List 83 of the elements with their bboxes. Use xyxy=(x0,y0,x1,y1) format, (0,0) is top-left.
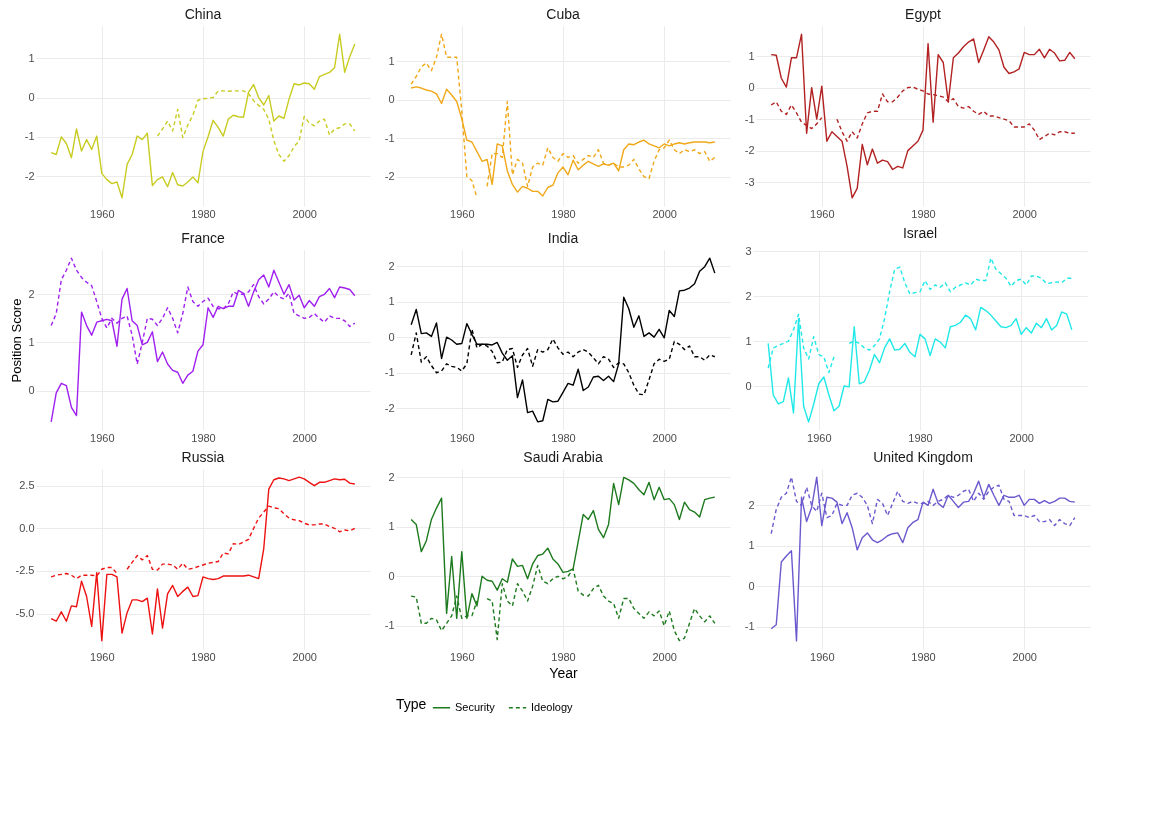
x-tick-label: 1960 xyxy=(810,207,835,220)
y-tick-label: 1 xyxy=(388,295,395,308)
y-tick-label: 2 xyxy=(28,287,35,300)
x-tick-label: 1980 xyxy=(911,650,936,663)
x-tick-label: 1960 xyxy=(90,207,115,220)
y-tick-label: -2 xyxy=(24,169,35,182)
y-tick-label: 1 xyxy=(28,335,35,348)
y-tick-label: -2 xyxy=(744,144,755,157)
y-tick-label: 2 xyxy=(388,259,395,272)
y-tick-label: -1 xyxy=(384,366,395,379)
chart-title: Russia xyxy=(181,449,225,465)
y-tick-label: -3 xyxy=(744,175,755,188)
y-tick-label: 0 xyxy=(388,93,395,106)
chart-title: India xyxy=(547,230,579,246)
y-tick-label: -1 xyxy=(384,131,395,144)
y-tick-label: 2 xyxy=(388,470,395,483)
chart-title: United Kingdom xyxy=(873,449,973,465)
x-tick-label: 2000 xyxy=(292,650,317,663)
y-axis-title: Position Score xyxy=(9,298,25,383)
chart-title: France xyxy=(181,230,225,246)
x-tick-label: 2000 xyxy=(652,431,677,444)
y-tick-label: 1 xyxy=(748,539,755,552)
chart-title: Cuba xyxy=(546,6,580,22)
y-tick-label: -2 xyxy=(384,401,395,414)
x-tick-label: 1980 xyxy=(191,207,216,220)
x-tick-label: 2000 xyxy=(1012,650,1037,663)
x-tick-label: 1960 xyxy=(90,650,115,663)
chart-title: Israel xyxy=(902,225,938,242)
x-tick-label: 1980 xyxy=(551,207,576,220)
y-tick-label: 2 xyxy=(745,289,752,302)
y-tick-label: 0 xyxy=(28,384,35,397)
x-tick-label: 2000 xyxy=(1012,207,1037,220)
x-tick-label: 1980 xyxy=(551,431,576,444)
y-tick-label: -2.5 xyxy=(15,564,35,577)
y-tick-label: -1 xyxy=(24,130,35,143)
y-tick-label: 0 xyxy=(388,330,395,343)
x-tick-label: 2000 xyxy=(292,207,317,220)
x-tick-label: 2000 xyxy=(652,650,677,663)
x-tick-label: 1980 xyxy=(908,431,933,444)
chart-title: Saudi Arabia xyxy=(523,449,603,465)
line-series xyxy=(50,33,356,199)
line-series xyxy=(410,257,716,423)
x-tick-label: 1980 xyxy=(191,650,216,663)
chart-title: China xyxy=(184,6,222,22)
x-tick-label: 2000 xyxy=(292,431,317,444)
x-tick-label: 1960 xyxy=(450,207,475,220)
x-tick-label: 2000 xyxy=(1009,431,1034,444)
y-tick-label: -1 xyxy=(744,112,755,125)
x-tick-label: 1960 xyxy=(807,431,832,444)
y-tick-label: -5.0 xyxy=(15,607,35,620)
y-tick-label: 1 xyxy=(388,520,395,533)
y-tick-label: 1 xyxy=(748,49,755,62)
line-series xyxy=(770,33,1076,199)
y-tick-label: 1 xyxy=(388,54,395,67)
x-axis-title: Year xyxy=(549,664,578,681)
y-tick-label: 0 xyxy=(748,81,755,94)
y-tick-label: 3 xyxy=(745,244,752,257)
line-series xyxy=(50,476,356,642)
y-tick-label: 0 xyxy=(388,569,395,582)
y-tick-label: 0 xyxy=(745,379,752,392)
x-tick-label: 1960 xyxy=(810,650,835,663)
line-series xyxy=(770,476,1076,642)
x-tick-label: 1980 xyxy=(911,207,936,220)
y-tick-label: 1 xyxy=(745,334,752,347)
y-tick-label: 0 xyxy=(748,579,755,592)
y-tick-label: 2 xyxy=(748,498,755,511)
chart-title: Egypt xyxy=(905,6,941,22)
legend-title: Type xyxy=(396,696,427,712)
y-tick-label: -1 xyxy=(744,620,755,633)
y-tick-label: -2 xyxy=(384,170,395,183)
x-tick-label: 1960 xyxy=(450,431,475,444)
y-tick-label: -1 xyxy=(384,619,395,632)
y-tick-label: 0 xyxy=(28,91,35,104)
y-tick-label: 1 xyxy=(28,51,35,64)
x-tick-label: 1960 xyxy=(90,431,115,444)
x-tick-label: 1980 xyxy=(191,431,216,444)
y-tick-label: 2.5 xyxy=(19,479,35,492)
legend-label: Security xyxy=(455,700,496,713)
x-tick-label: 2000 xyxy=(652,207,677,220)
x-tick-label: 1960 xyxy=(450,650,475,663)
x-tick-label: 1980 xyxy=(551,650,576,663)
y-tick-label: 0.0 xyxy=(19,521,35,534)
legend-label: Ideology xyxy=(531,700,574,713)
